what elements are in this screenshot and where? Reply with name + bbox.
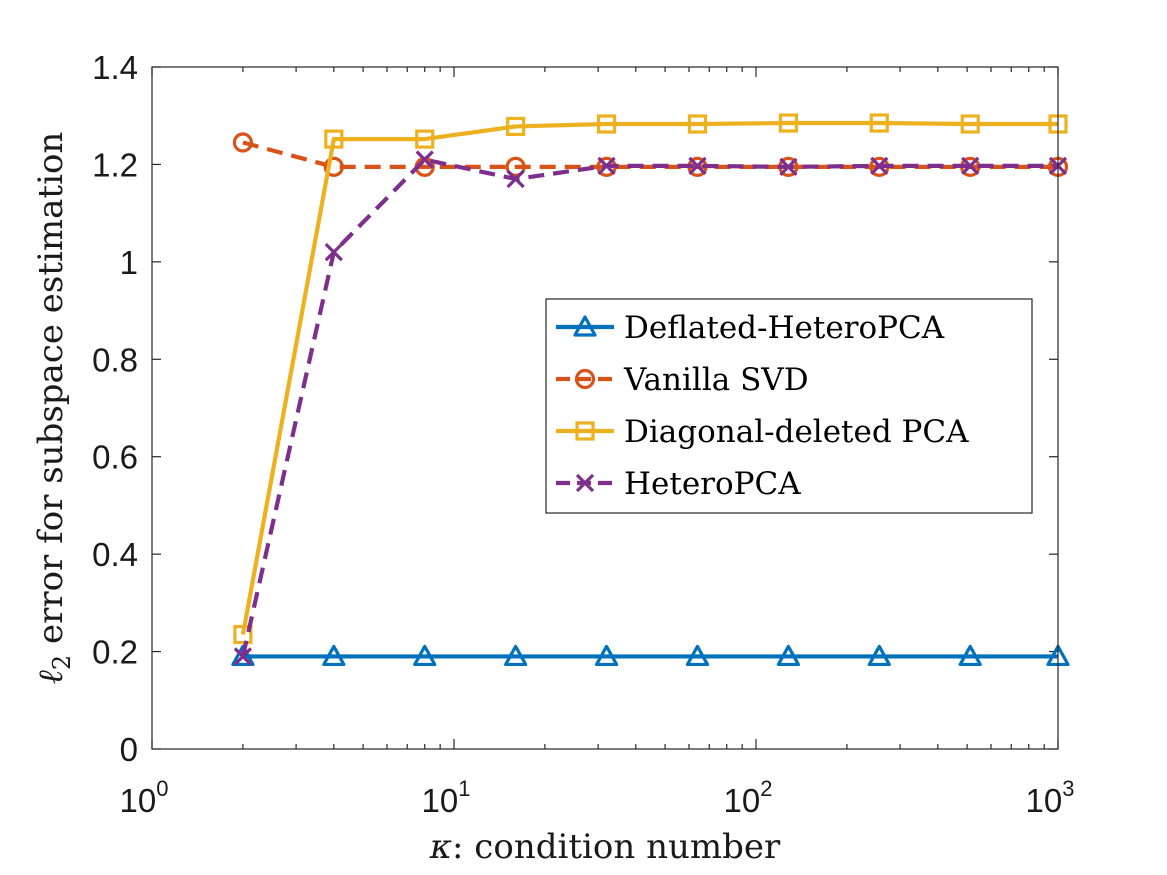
y-tick-label: 0.2 [92, 634, 138, 671]
data-point [958, 644, 982, 667]
y-tick-label: 0.6 [92, 439, 138, 476]
data-point [685, 644, 710, 667]
data-point [596, 114, 617, 134]
x-tick-label: 101 [422, 776, 471, 819]
data-point [776, 644, 800, 667]
data-point [415, 129, 435, 149]
legend-label: Vanilla SVD [623, 362, 809, 398]
data-point [960, 114, 980, 134]
axis-ticks [151, 66, 1059, 750]
legend-entry: Vanilla SVD [556, 362, 809, 398]
series-diagonal-deleted-pca [233, 113, 1068, 645]
series-layer [231, 113, 1070, 667]
data-point [232, 132, 254, 153]
y-tick-label: 0 [120, 731, 138, 768]
legend-label: Deflated-HeteroPCA [624, 310, 945, 346]
data-point [324, 129, 344, 149]
legend: Deflated-HeteroPCA Vanilla SVD Diagonal-de… [545, 298, 1033, 514]
series-line [240, 157, 1058, 657]
series-deflated-heteropca [231, 644, 1070, 667]
legend-box [545, 298, 1033, 514]
data-point [961, 156, 980, 176]
data-point [870, 156, 889, 176]
series-heteropca [233, 150, 1068, 666]
data-point [869, 113, 889, 133]
x-tick-label: 100 [120, 776, 169, 819]
data-point [504, 644, 528, 667]
data-point [233, 647, 253, 666]
series-line [240, 120, 1058, 635]
legend-entry: Diagonal-deleted PCA [556, 414, 969, 450]
data-point [867, 644, 891, 667]
data-point [594, 644, 619, 667]
data-point [687, 114, 708, 134]
x-tick-label: 102 [724, 776, 773, 819]
legend-label: Diagonal-deleted PCA [624, 414, 969, 450]
data-point [597, 156, 616, 176]
legend-marker [574, 368, 596, 390]
axes-box [151, 66, 1059, 750]
legend-marker [575, 421, 595, 441]
legend-entry: Deflated-HeteroPCA [556, 310, 945, 346]
data-point [233, 624, 253, 645]
y-tick-label: 0.4 [92, 536, 138, 573]
y-tick-label: 1 [120, 244, 138, 281]
data-point [415, 150, 434, 169]
data-point [506, 169, 525, 189]
series-line [242, 140, 1058, 169]
legend-entry: HeteroPCA [556, 466, 801, 502]
data-point [506, 116, 526, 137]
data-point [778, 113, 798, 133]
y-tick-label: 0.8 [92, 341, 138, 378]
x-axis-title: κ: condition number [429, 827, 781, 867]
legend-label: HeteroPCA [624, 466, 801, 502]
y-tick-label: 1.2 [92, 146, 138, 183]
data-point [413, 644, 437, 667]
data-point [688, 156, 707, 176]
data-point [323, 156, 344, 177]
tick-labels: 0 0.2 0.4 0.6 0.8 1 1.2 1.4 100 101 102 103 [92, 49, 1074, 819]
data-point [322, 644, 346, 667]
data-point [779, 157, 798, 176]
y-axis-title: ℓ2 error for subspace estimation [31, 132, 76, 685]
legend-marker [573, 315, 597, 337]
legend-marker [575, 473, 595, 493]
y-tick-label: 1.4 [92, 49, 138, 86]
data-point [231, 644, 255, 667]
x-tick-label: 103 [1026, 776, 1075, 819]
data-point [505, 156, 526, 177]
data-point [324, 242, 343, 262]
